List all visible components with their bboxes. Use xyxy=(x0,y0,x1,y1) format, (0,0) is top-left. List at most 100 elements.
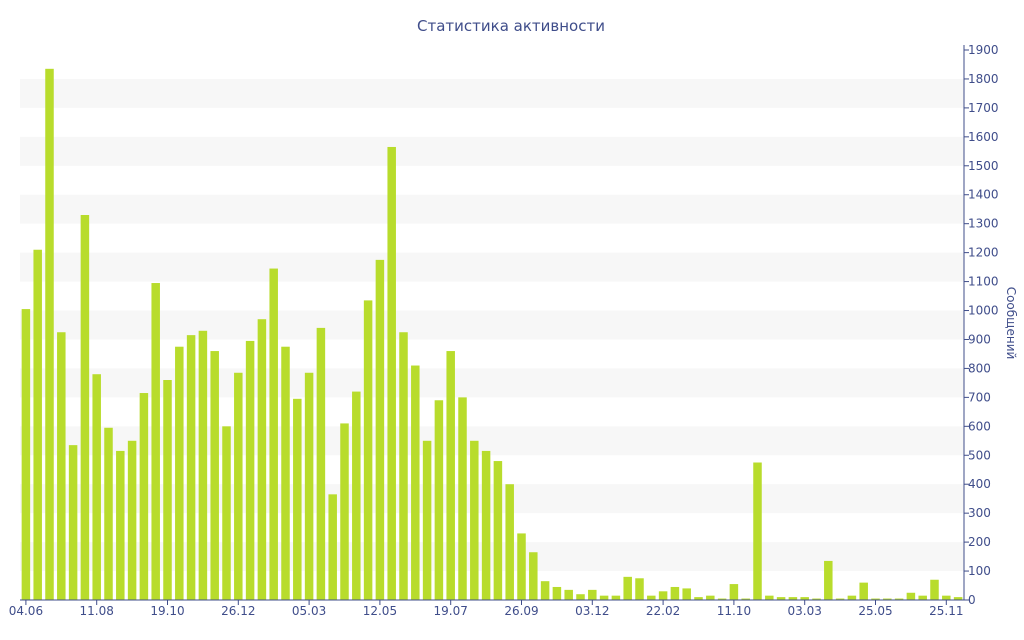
grid-band xyxy=(20,78,964,108)
bar xyxy=(529,552,538,600)
bar xyxy=(116,450,125,600)
bar xyxy=(186,335,196,600)
grid-band xyxy=(20,252,964,282)
bar xyxy=(163,380,172,600)
bar xyxy=(328,494,337,600)
y-tick-label: 700 xyxy=(968,390,991,404)
bar xyxy=(930,579,939,600)
bar xyxy=(682,588,691,600)
y-tick-label: 0 xyxy=(968,593,976,607)
grid-band xyxy=(20,194,964,224)
bar xyxy=(576,594,585,600)
y-tick-label: 1600 xyxy=(968,130,999,144)
bar xyxy=(316,327,326,600)
bar xyxy=(139,393,149,600)
y-tick-label: 200 xyxy=(968,535,991,549)
bar xyxy=(104,427,113,600)
bar xyxy=(670,586,680,600)
y-tick-label: 1000 xyxy=(968,304,999,318)
y-tick-label: 600 xyxy=(968,419,991,433)
bar xyxy=(883,598,892,600)
bar xyxy=(729,584,739,600)
bar xyxy=(635,578,644,600)
x-tick-label: 26.09 xyxy=(504,604,538,618)
chart-title: Статистика активности xyxy=(417,17,605,35)
bar xyxy=(953,597,963,600)
bar xyxy=(222,426,231,600)
bar xyxy=(304,372,314,600)
bar xyxy=(812,598,821,600)
grid-band xyxy=(20,484,964,514)
y-tick-label: 900 xyxy=(968,332,991,346)
bar xyxy=(824,560,833,600)
grid-band xyxy=(20,310,964,340)
x-tick-label: 12.05 xyxy=(363,604,397,618)
bar xyxy=(835,598,845,600)
bar xyxy=(352,391,361,600)
bar xyxy=(658,591,668,600)
bar xyxy=(918,595,927,600)
y-tick-label: 400 xyxy=(968,477,991,491)
bar xyxy=(45,68,54,600)
bar xyxy=(859,582,868,600)
bar xyxy=(434,400,444,600)
bar xyxy=(21,309,31,600)
bar xyxy=(894,598,904,600)
bar xyxy=(92,374,101,600)
bar xyxy=(210,351,219,600)
bar xyxy=(623,576,632,600)
bar xyxy=(281,346,290,600)
bar xyxy=(458,397,467,600)
grid-band xyxy=(20,368,964,398)
bar xyxy=(552,586,562,600)
bar xyxy=(470,440,479,600)
bar xyxy=(175,346,184,600)
bar xyxy=(647,595,656,600)
bar xyxy=(446,351,455,600)
x-tick-label: 05.03 xyxy=(292,604,326,618)
bar xyxy=(234,372,243,600)
bar xyxy=(399,332,408,600)
bar xyxy=(411,365,420,600)
bar xyxy=(847,595,857,600)
bar xyxy=(564,589,573,600)
x-tick-label: 04.06 xyxy=(9,604,43,618)
bar xyxy=(788,597,798,600)
bar xyxy=(765,595,774,600)
bar xyxy=(942,595,951,600)
y-tick-label: 1500 xyxy=(968,159,999,173)
bar xyxy=(493,461,503,600)
bar xyxy=(505,484,514,600)
bar xyxy=(68,445,78,600)
grid-band xyxy=(20,136,964,166)
bar xyxy=(717,598,727,600)
y-tick-label: 1100 xyxy=(968,275,999,289)
grid-band xyxy=(20,426,964,456)
bar xyxy=(588,589,597,600)
bar xyxy=(293,398,302,600)
bar xyxy=(422,440,432,600)
bar xyxy=(694,597,703,600)
y-tick-label: 1200 xyxy=(968,246,999,260)
y-tick-label: 1400 xyxy=(968,188,999,202)
bar xyxy=(906,592,916,600)
grid-bands xyxy=(20,78,964,572)
y-ticks-group: 0 100 200 300 400 500 600 700 800 900 1000 1100 1200… xyxy=(964,43,999,607)
bar xyxy=(245,340,255,600)
x-tick-label: 22.02 xyxy=(646,604,680,618)
bar xyxy=(599,595,609,600)
bar xyxy=(387,146,396,600)
bar xyxy=(776,597,786,600)
x-tick-label: 03.12 xyxy=(575,604,609,618)
bar xyxy=(706,595,715,600)
y-tick-label: 1900 xyxy=(968,43,999,57)
y-tick-label: 1700 xyxy=(968,101,999,115)
y-axis-label: Сообщений xyxy=(1004,287,1018,360)
bar xyxy=(363,300,373,600)
bar xyxy=(517,533,526,600)
bar xyxy=(198,330,208,600)
y-tick-label: 1300 xyxy=(968,217,999,231)
bar xyxy=(57,332,66,600)
bar xyxy=(33,249,42,601)
